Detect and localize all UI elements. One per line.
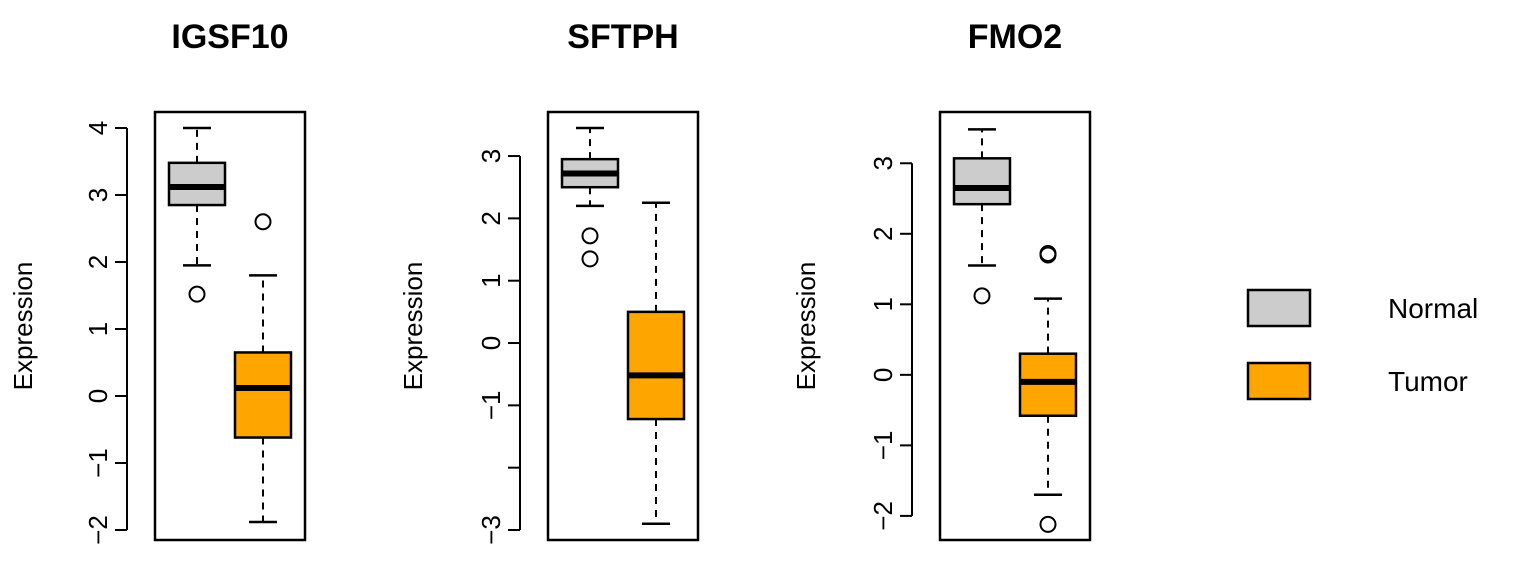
outlier-point bbox=[188, 285, 206, 303]
y-tick-label: 1 bbox=[476, 273, 506, 287]
legend: Normal Tumor bbox=[1246, 288, 1478, 401]
chart-title: FMO2 bbox=[968, 18, 1062, 56]
outlier-point bbox=[1039, 515, 1057, 533]
plot-frame bbox=[153, 110, 307, 542]
y-tick-label: −1 bbox=[83, 448, 113, 478]
y-axis-label: Expression bbox=[398, 262, 428, 391]
y-tick-label: 1 bbox=[868, 297, 898, 311]
box-normal bbox=[560, 126, 620, 268]
plot-frame bbox=[938, 110, 1092, 542]
box-tumor bbox=[1018, 245, 1078, 533]
y-tick-label: 4 bbox=[83, 121, 113, 135]
plot-frame bbox=[546, 110, 700, 542]
outlier-point bbox=[973, 287, 991, 305]
y-tick-label: 0 bbox=[83, 389, 113, 403]
panels-group: IGSF10 Expression 4 3 2 1 0 −1 −2 SFTPH Expression… bbox=[8, 18, 1092, 545]
legend-label-normal: Normal bbox=[1388, 293, 1478, 324]
box-normal bbox=[952, 128, 1012, 305]
chart-title: SFTPH bbox=[567, 18, 678, 56]
y-tick-label: 2 bbox=[83, 255, 113, 269]
y-axis-label: Expression bbox=[791, 262, 821, 391]
y-tick-label: 3 bbox=[868, 156, 898, 170]
legend-swatch-tumor bbox=[1246, 361, 1312, 401]
outlier-point bbox=[1039, 246, 1057, 264]
chart-title: IGSF10 bbox=[171, 18, 288, 56]
legend-swatch-normal bbox=[1246, 288, 1312, 328]
y-tick-label: −2 bbox=[83, 515, 113, 545]
y-tick-label: 2 bbox=[868, 227, 898, 241]
legend-label-tumor: Tumor bbox=[1388, 366, 1468, 397]
y-tick-label: 1 bbox=[83, 322, 113, 336]
y-axis-label: Expression bbox=[8, 262, 38, 391]
y-tick-label: −1 bbox=[868, 431, 898, 461]
outlier-point bbox=[254, 213, 272, 231]
outlier-point bbox=[581, 250, 599, 268]
box-iqr bbox=[167, 161, 227, 207]
y-tick-label: 3 bbox=[83, 188, 113, 202]
panel-fmo2: FMO2 Expression 3 2 1 0 −1 −2 bbox=[791, 18, 1092, 542]
y-tick-label: 0 bbox=[868, 368, 898, 382]
box-tumor bbox=[626, 201, 686, 526]
outlier-point bbox=[581, 227, 599, 245]
box-iqr bbox=[952, 157, 1012, 206]
y-tick-label: 2 bbox=[476, 211, 506, 225]
box-iqr bbox=[233, 351, 293, 439]
y-tick-label: −2 bbox=[868, 501, 898, 531]
y-tick-label: −3 bbox=[476, 515, 506, 545]
box-iqr bbox=[626, 310, 686, 421]
panel-igsf10: IGSF10 Expression 4 3 2 1 0 −1 −2 bbox=[8, 18, 307, 545]
panel-sftph: SFTPH Expression 3 2 1 0 −1 −3 bbox=[398, 18, 700, 545]
y-tick-label: −1 bbox=[476, 391, 506, 421]
box-normal bbox=[167, 126, 227, 303]
y-tick-label: 0 bbox=[476, 336, 506, 350]
box-tumor bbox=[233, 213, 293, 524]
y-tick-label: 3 bbox=[476, 149, 506, 163]
